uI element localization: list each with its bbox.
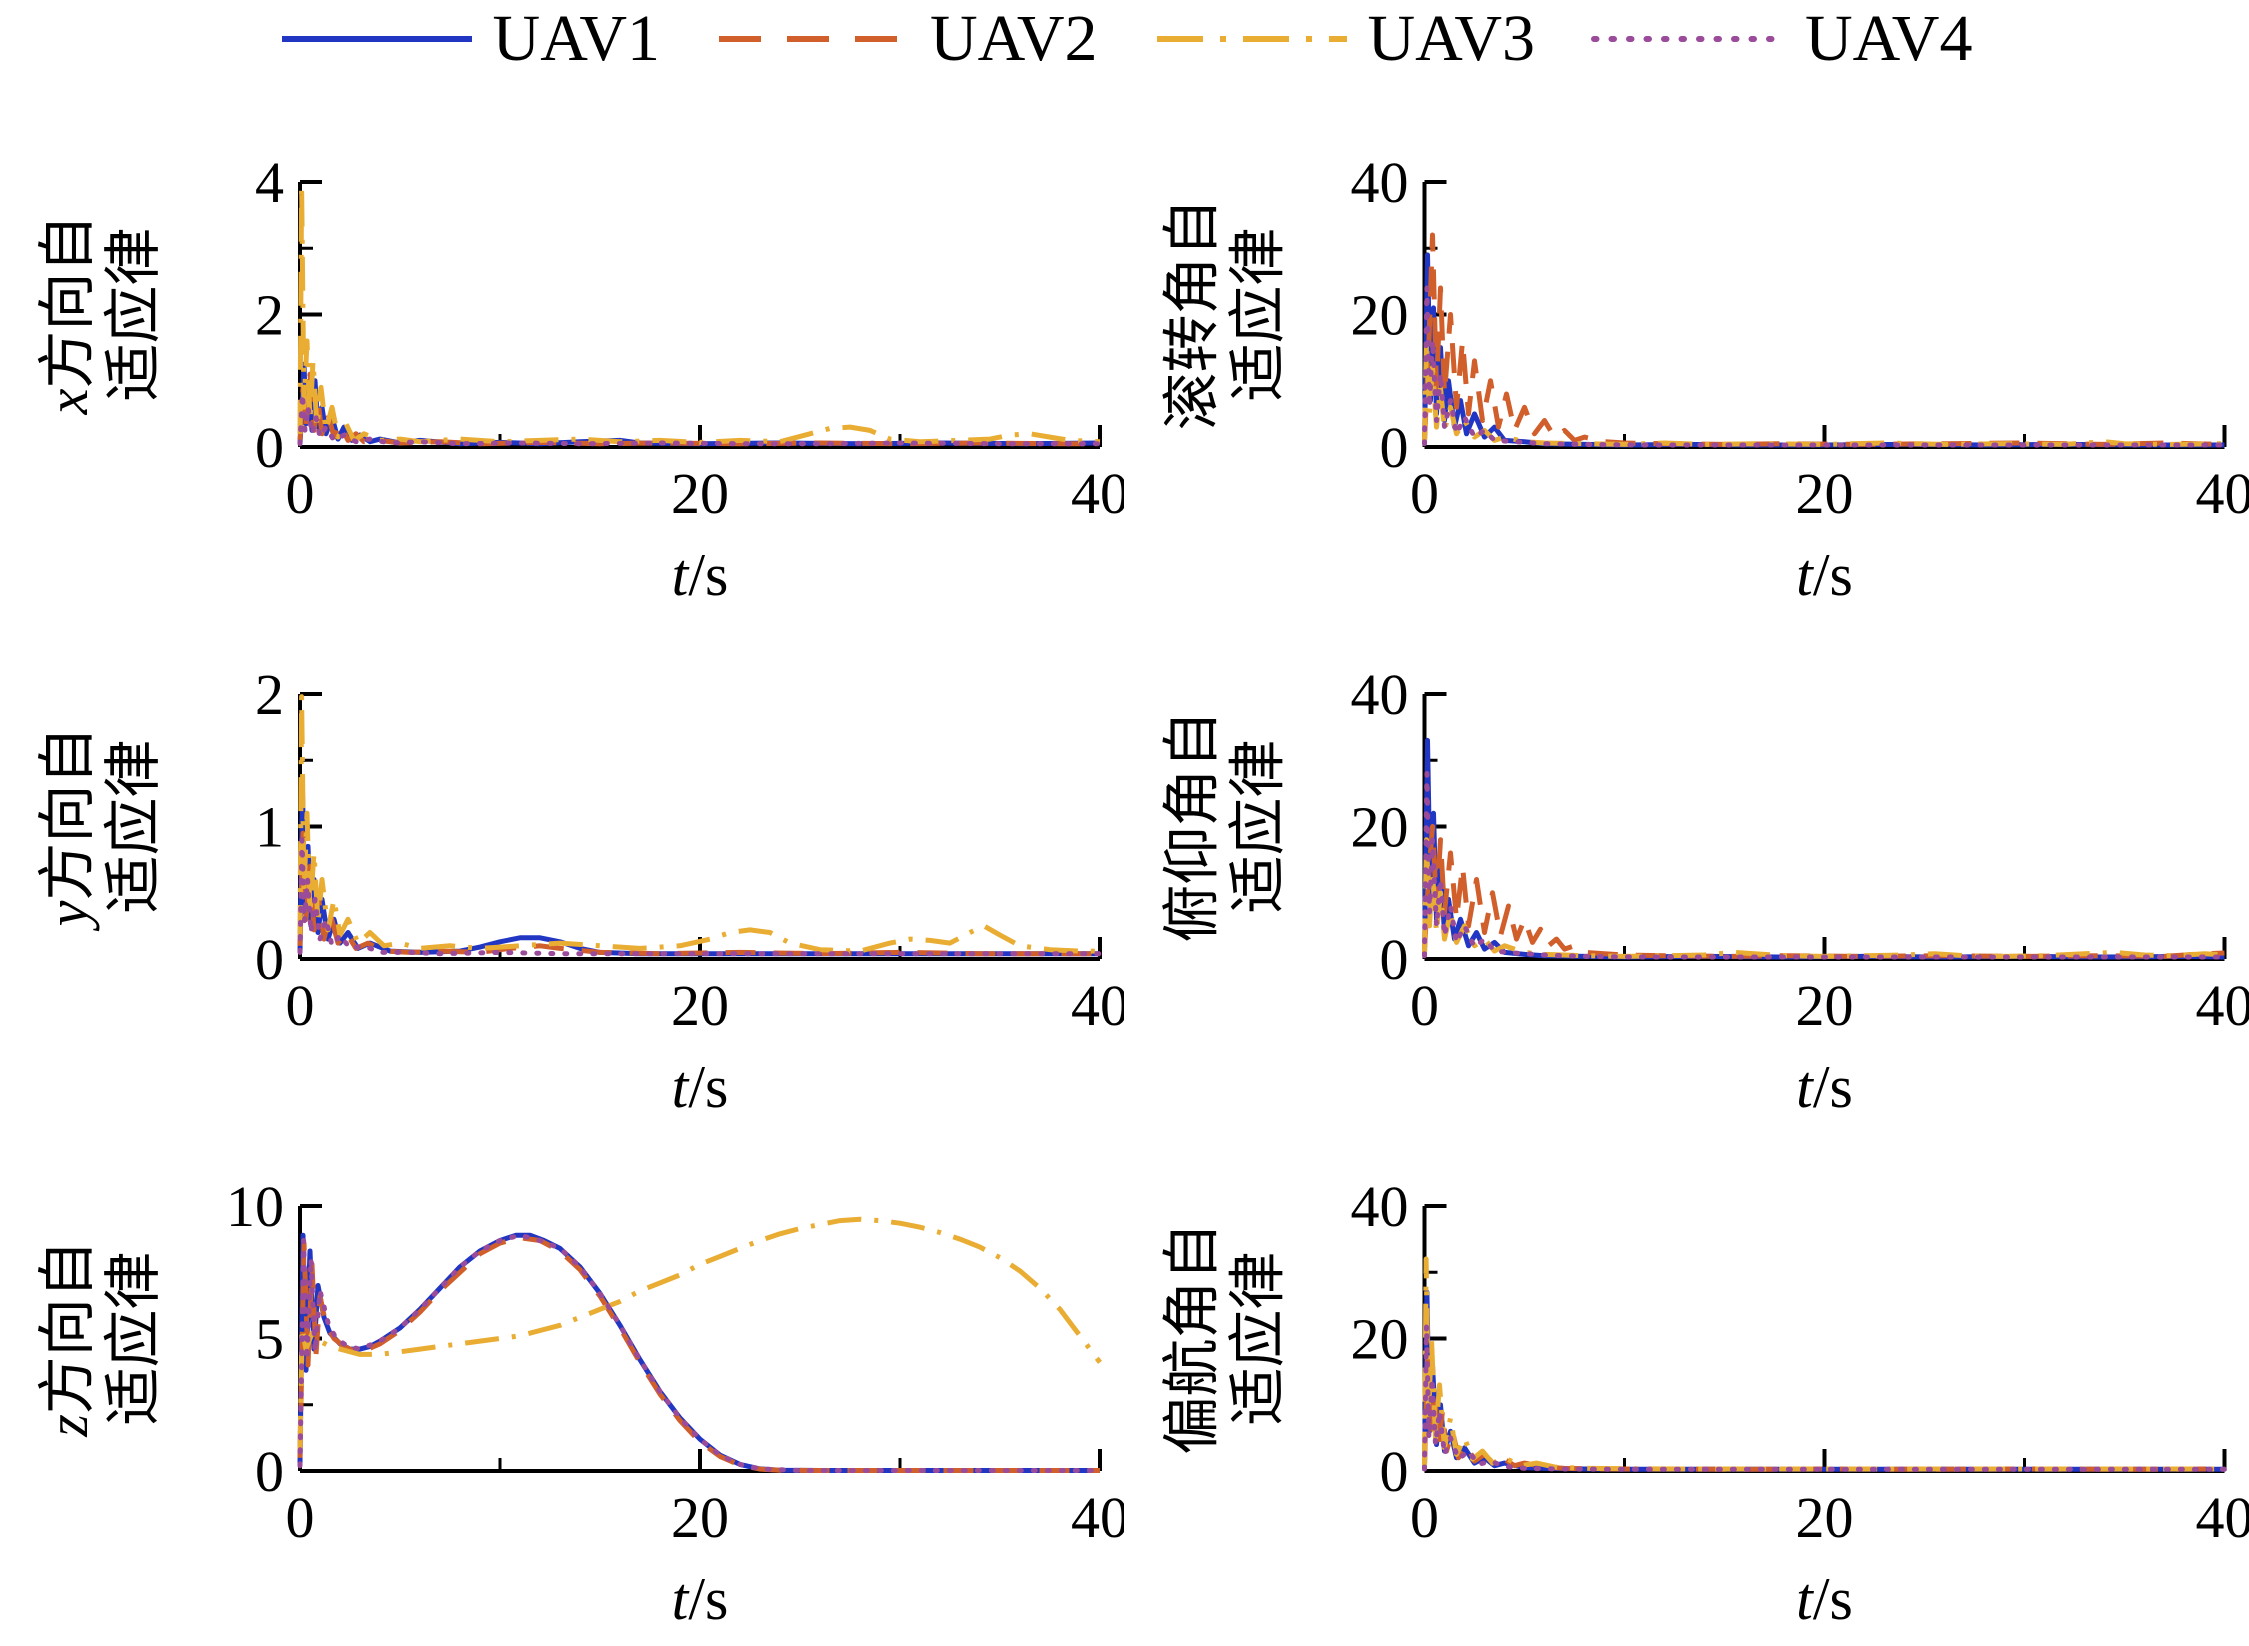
x-tick-label: 0 (286, 461, 315, 526)
x-axis-label: t/s (672, 542, 729, 608)
x-tick-label: 0 (286, 1485, 315, 1550)
series-UAV4 (1422, 285, 2227, 448)
y-axis-label: 偏航角自适应律 (1160, 1222, 1291, 1454)
subplot-y-direction: 0 20 40 0 1 2 t/s y方向自适应律 (0, 622, 1124, 1134)
legend-item-label: UAV1 (492, 2, 661, 75)
legend-line-uav4 (1590, 36, 1787, 42)
subplot-z-direction: 0 20 40 0 5 10 t/s z方向自适应律 (0, 1134, 1124, 1646)
subplot-x-direction-plot: 0 20 40 0 2 4 t/s x方向自适应律 (35, 150, 1124, 608)
x-tick-label: 40 (1071, 461, 1124, 526)
series-UAV1 (1422, 252, 2225, 448)
y-tick-label: 2 (255, 283, 284, 348)
series-UAV3 (297, 1216, 1102, 1450)
x-axis-label: t/s (672, 1054, 729, 1120)
subplot-x-direction: 0 20 40 0 2 4 t/s x方向自适应律 (0, 110, 1124, 622)
x-axis-label: t/s (1796, 1566, 1853, 1632)
axes (298, 692, 1102, 961)
x-tick-label: 20 (1796, 1485, 1854, 1550)
y-tick-label: 0 (1380, 927, 1409, 992)
legend-line-uav2 (719, 36, 910, 42)
y-tick-label: 40 (1351, 1174, 1409, 1239)
series-UAV4 (1422, 771, 2227, 960)
x-tick-label: 20 (671, 461, 729, 526)
y-tick-label: 0 (255, 927, 284, 992)
series-UAV2 (1422, 232, 2225, 447)
series-UAV3 (1422, 1256, 2225, 1472)
x-axis-label: t/s (672, 1566, 729, 1632)
y-tick-label: 2 (255, 662, 284, 727)
legend-item-label: UAV4 (1804, 2, 1973, 75)
series-UAV3 (297, 694, 1100, 954)
legend-item-label: UAV3 (1367, 2, 1535, 75)
series-UAV2 (297, 830, 1100, 957)
figure-grid: 0 20 40 0 2 4 t/s x方向自适应律 0 20 40 0 20 40 t/s 滚转角自适应律 … (0, 110, 2249, 1646)
y-tick-label: 40 (1351, 150, 1409, 215)
y-axis-label: z方向自适应律 (35, 1240, 166, 1438)
series-UAV1 (1422, 737, 2225, 960)
series-UAV1 (297, 1232, 1100, 1473)
legend-item-uav3: UAV3 (1152, 6, 1535, 72)
series-UAV3 (297, 182, 1101, 445)
subplot-yaw-angle: 0 20 40 0 20 40 t/s 偏航角自适应律 (1124, 1134, 2249, 1646)
axes (1422, 692, 2227, 961)
series-UAV1 (1422, 1289, 2225, 1472)
x-tick-label: 40 (1071, 973, 1124, 1038)
legend-line-uav3 (1156, 36, 1347, 42)
x-tick-label: 0 (1410, 461, 1439, 526)
legend: UAV1 UAV2 UAV3 UAV4 (0, 6, 2249, 72)
x-axis-label: t/s (1796, 1054, 1853, 1120)
x-axis-label: t/s (1796, 542, 1853, 608)
x-tick-label: 40 (2196, 461, 2249, 526)
legend-item-uav4: UAV4 (1589, 6, 1972, 72)
x-tick-label: 0 (1410, 973, 1439, 1038)
x-tick-label: 20 (1796, 461, 1854, 526)
axes (298, 180, 1102, 449)
x-tick-label: 0 (1410, 1485, 1439, 1550)
x-tick-label: 40 (2196, 973, 2249, 1038)
axes (1422, 1204, 2227, 1473)
subplot-roll-angle: 0 20 40 0 20 40 t/s 滚转角自适应律 (1124, 110, 2249, 622)
legend-item-uav1: UAV1 (277, 6, 660, 72)
series-UAV4 (297, 837, 1103, 957)
series-UAV2 (297, 371, 1100, 447)
y-axis-label: x方向自适应律 (35, 215, 166, 416)
legend-item-label: UAV2 (930, 2, 1098, 75)
subplot-roll-angle-plot: 0 20 40 0 20 40 t/s 滚转角自适应律 (1160, 150, 2249, 608)
y-tick-label: 4 (255, 150, 284, 215)
subplot-yaw-angle-plot: 0 20 40 0 20 40 t/s 偏航角自适应律 (1160, 1174, 2249, 1632)
x-tick-label: 20 (1796, 973, 1854, 1038)
legend-item-uav2: UAV2 (714, 2, 1098, 75)
subplot-pitch-angle-plot: 0 20 40 0 20 40 t/s 俯仰角自适应律 (1160, 662, 2249, 1120)
y-tick-label: 5 (255, 1307, 284, 1372)
y-axis-label: y方向自适应律 (35, 727, 166, 932)
series-UAV2 (1422, 824, 2225, 959)
x-tick-label: 40 (2196, 1485, 2249, 1550)
series-UAV2 (297, 1235, 1100, 1473)
y-tick-label: 10 (226, 1174, 284, 1239)
y-tick-label: 0 (1380, 415, 1409, 480)
x-tick-label: 20 (671, 1485, 729, 1550)
legend-line-uav1 (281, 36, 472, 42)
y-tick-label: 1 (255, 795, 284, 860)
x-tick-label: 0 (286, 973, 315, 1038)
y-tick-label: 40 (1351, 662, 1409, 727)
y-tick-label: 20 (1351, 283, 1409, 348)
series-UAV4 (297, 391, 1103, 447)
y-tick-label: 0 (1380, 1439, 1409, 1504)
subplot-z-direction-plot: 0 20 40 0 5 10 t/s z方向自适应律 (35, 1174, 1124, 1632)
subplot-pitch-angle: 0 20 40 0 20 40 t/s 俯仰角自适应律 (1124, 622, 2249, 1134)
y-tick-label: 0 (255, 415, 284, 480)
series-UAV1 (297, 784, 1100, 957)
x-tick-label: 40 (1071, 1485, 1124, 1550)
y-tick-label: 20 (1351, 795, 1409, 860)
series-UAV4 (1422, 1322, 2227, 1472)
series-UAV4 (297, 1232, 1103, 1473)
y-axis-label: 滚转角自适应律 (1160, 198, 1291, 430)
x-tick-label: 20 (671, 973, 729, 1038)
y-axis-label: 俯仰角自适应律 (1160, 710, 1291, 942)
y-tick-label: 0 (255, 1439, 284, 1504)
axes (1422, 180, 2227, 449)
y-tick-label: 20 (1351, 1307, 1409, 1372)
subplot-y-direction-plot: 0 20 40 0 1 2 t/s y方向自适应律 (35, 662, 1124, 1120)
